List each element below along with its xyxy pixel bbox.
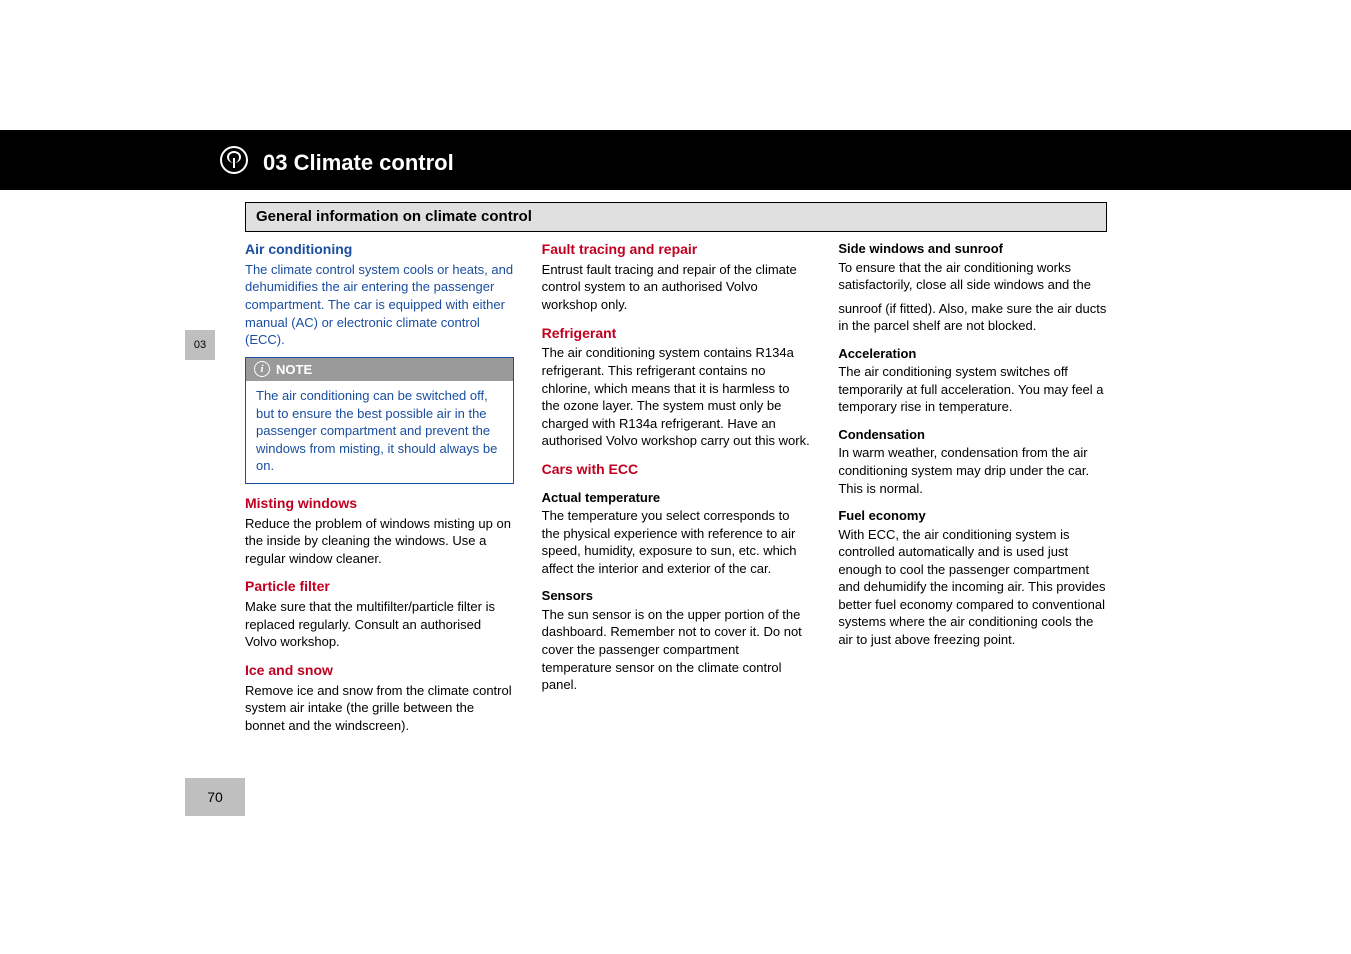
note-label: NOTE [276, 361, 312, 379]
content-columns: Air conditioning The climate control sys… [245, 240, 1107, 740]
heading-particle: Particle filter [245, 577, 514, 596]
heading-condensation: Condensation [838, 426, 1107, 444]
heading-misting: Misting windows [245, 494, 514, 513]
page-number: 70 [207, 788, 223, 807]
note-body: The air conditioning can be switched off… [246, 381, 513, 483]
text-ice: Remove ice and snow from the climate con… [245, 682, 514, 735]
text-particle: Make sure that the multifilter/particle … [245, 598, 514, 651]
heading-fuel-economy: Fuel economy [838, 507, 1107, 525]
heading-air-conditioning: Air conditioning [245, 240, 514, 259]
note-box: i NOTE The air conditioning can be switc… [245, 357, 514, 484]
text-refrigerant: The air conditioning system contains R13… [542, 344, 811, 449]
chapter-icon [220, 146, 248, 174]
note-header: i NOTE [246, 358, 513, 382]
section-title: General information on climate control [256, 208, 532, 225]
text-acceleration: The air conditioning system switches off… [838, 363, 1107, 416]
text-fault: Entrust fault tracing and repair of the … [542, 261, 811, 314]
text-side-windows-cont: sunroof (if fitted). Also, make sure the… [838, 300, 1107, 335]
text-fuel-economy: With ECC, the air conditioning system is… [838, 526, 1107, 649]
heading-sensors: Sensors [542, 587, 811, 605]
text-air-conditioning: The climate control system cools or heat… [245, 261, 514, 349]
section-title-box: General information on climate control [245, 202, 1107, 232]
heading-refrigerant: Refrigerant [542, 324, 811, 343]
text-misting: Reduce the problem of windows misting up… [245, 515, 514, 568]
heading-actual-temp: Actual temperature [542, 489, 811, 507]
text-sensors: The sun sensor is on the upper portion o… [542, 606, 811, 694]
heading-side-windows: Side windows and sunroof [838, 240, 1107, 258]
page-number-box: 70 [185, 778, 245, 816]
side-tab: 03 [185, 330, 215, 360]
heading-fault: Fault tracing and repair [542, 240, 811, 259]
heading-acceleration: Acceleration [838, 345, 1107, 363]
heading-ecc: Cars with ECC [542, 460, 811, 479]
text-actual-temp: The temperature you select corresponds t… [542, 507, 811, 577]
heading-ice: Ice and snow [245, 661, 514, 680]
text-side-windows: To ensure that the air conditioning work… [838, 259, 1107, 294]
side-tab-label: 03 [194, 338, 206, 353]
info-icon: i [254, 361, 270, 377]
text-condensation: In warm weather, condensation from the a… [838, 444, 1107, 497]
header-bar [0, 130, 1351, 190]
chapter-title: 03 Climate control [263, 148, 454, 178]
